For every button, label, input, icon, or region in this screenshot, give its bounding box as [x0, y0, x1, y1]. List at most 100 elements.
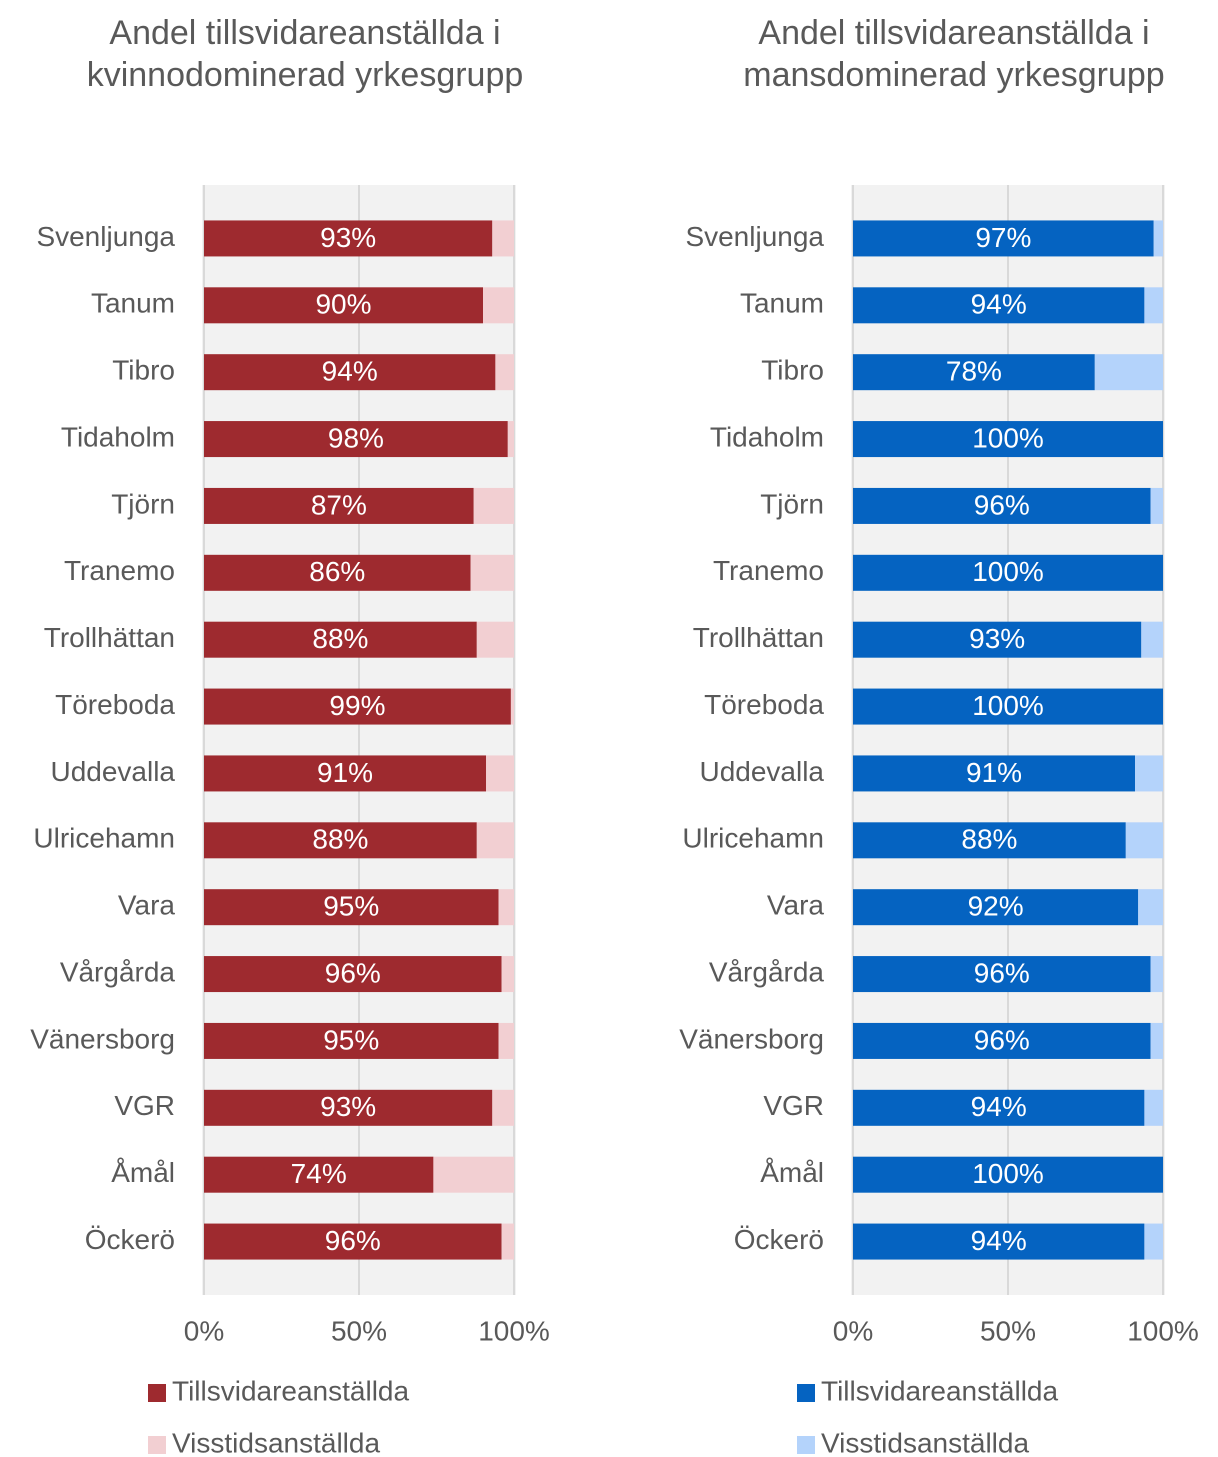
y-tick-label: Svenljunga [685, 221, 824, 252]
bar-segment [853, 220, 1154, 257]
y-tick-label: Ulricehamn [682, 823, 824, 854]
value-label: 94% [971, 289, 1027, 320]
x-tick-label: 100% [478, 1315, 550, 1346]
value-label: 96% [974, 489, 1030, 520]
y-tick-label: Tranemo [64, 555, 175, 586]
y-tick-label: Tranemo [713, 555, 824, 586]
y-tick-label: Åmål [760, 1157, 824, 1188]
y-tick-label: Trollhättan [693, 622, 824, 653]
value-label: 74% [291, 1158, 347, 1189]
value-label: 78% [946, 356, 1002, 387]
value-label: 92% [968, 891, 1024, 922]
bar-segment [498, 889, 514, 926]
value-label: 88% [312, 623, 368, 654]
y-tick-label: VGR [763, 1090, 824, 1121]
bar-segment [473, 487, 514, 524]
bar-segment [510, 688, 514, 725]
x-tick-label: 50% [331, 1315, 387, 1346]
y-tick-label: Åmål [111, 1157, 175, 1188]
bar-segment [204, 554, 471, 591]
value-label: 88% [961, 824, 1017, 855]
chart-title: Andel tillsvidareanställda i mansdominer… [743, 14, 1165, 94]
value-label: 99% [329, 690, 385, 721]
value-label: 93% [969, 623, 1025, 654]
y-tick-label: Tibro [112, 355, 175, 386]
bar-segment [492, 1089, 514, 1126]
bar-segment [476, 822, 514, 859]
y-tick-label: Vänersborg [679, 1023, 824, 1054]
bar-segment [853, 956, 1151, 993]
y-tick-label: Vara [118, 890, 175, 921]
legend-label: Tillsvidareanställda [821, 1375, 1058, 1406]
bar-segment [501, 956, 514, 993]
chart-title: Andel tillsvidareanställda i kvinnodomin… [86, 14, 524, 94]
bar-segment [204, 1022, 499, 1059]
value-label: 87% [311, 489, 367, 520]
y-tick-label: Töreboda [704, 689, 824, 720]
bar-segment [1144, 1223, 1163, 1260]
bar-segment [853, 889, 1139, 926]
x-tick-label: 50% [980, 1315, 1036, 1346]
bar-segment [204, 487, 474, 524]
bar-segment [1125, 822, 1163, 859]
bar-segment [1150, 1022, 1163, 1059]
bar-segment [204, 688, 511, 725]
bar-segment [204, 354, 496, 391]
value-label: 94% [322, 356, 378, 387]
bar-segment [853, 1223, 1145, 1260]
y-tick-label: Tanum [740, 288, 824, 319]
y-tick-label: Tjörn [111, 488, 175, 519]
bar-segment [204, 1156, 434, 1193]
y-tick-label: Ulricehamn [33, 823, 175, 854]
value-label: 100% [972, 690, 1044, 721]
bar-segment [495, 354, 514, 391]
bar-segment [1153, 220, 1163, 257]
bar-segment [470, 554, 514, 591]
bar-segment [492, 220, 514, 257]
value-label: 90% [315, 289, 371, 320]
bar-segment [853, 421, 1163, 458]
y-tick-label: Trollhättan [44, 622, 175, 653]
bar-segment [498, 1022, 514, 1059]
value-label: 94% [971, 1091, 1027, 1122]
bar-segment [1150, 487, 1163, 524]
y-tick-label: Uddevalla [699, 756, 824, 787]
y-tick-label: Öckerö [85, 1224, 175, 1255]
bar-segment [853, 554, 1163, 591]
bar-segment [204, 1089, 493, 1126]
y-tick-label: Vårgårda [709, 956, 825, 987]
bar-segment [1144, 287, 1163, 324]
x-tick-label: 100% [1127, 1315, 1199, 1346]
value-label: 96% [974, 1024, 1030, 1055]
y-tick-label: Tjörn [760, 488, 824, 519]
value-label: 100% [972, 556, 1044, 587]
bar-segment [1094, 354, 1163, 391]
bar-segment [476, 621, 514, 658]
bar-segment [853, 755, 1136, 792]
bar-segment [1150, 956, 1163, 993]
y-tick-label: Vara [767, 890, 824, 921]
legend-label: Visstidsanställda [172, 1427, 380, 1457]
legend-swatch [797, 1384, 815, 1402]
bar-segment [1138, 889, 1163, 926]
bar-segment [433, 1156, 514, 1193]
bar-segment [853, 1022, 1151, 1059]
value-label: 98% [328, 422, 384, 453]
bar-segment [204, 822, 477, 859]
value-label: 95% [323, 1024, 379, 1055]
value-label: 96% [325, 957, 381, 988]
bar-segment [853, 822, 1126, 859]
bar-segment [853, 287, 1145, 324]
value-label: 93% [320, 222, 376, 253]
bar-segment [1141, 621, 1163, 658]
bar-segment [204, 755, 487, 792]
value-label: 95% [323, 891, 379, 922]
value-label: 93% [320, 1091, 376, 1122]
bar-segment [853, 688, 1163, 725]
x-tick-label: 0% [833, 1315, 873, 1346]
y-tick-label: Tanum [91, 288, 175, 319]
y-tick-label: Tidaholm [61, 421, 175, 452]
bar-segment [1135, 755, 1163, 792]
bar-segment [486, 755, 514, 792]
